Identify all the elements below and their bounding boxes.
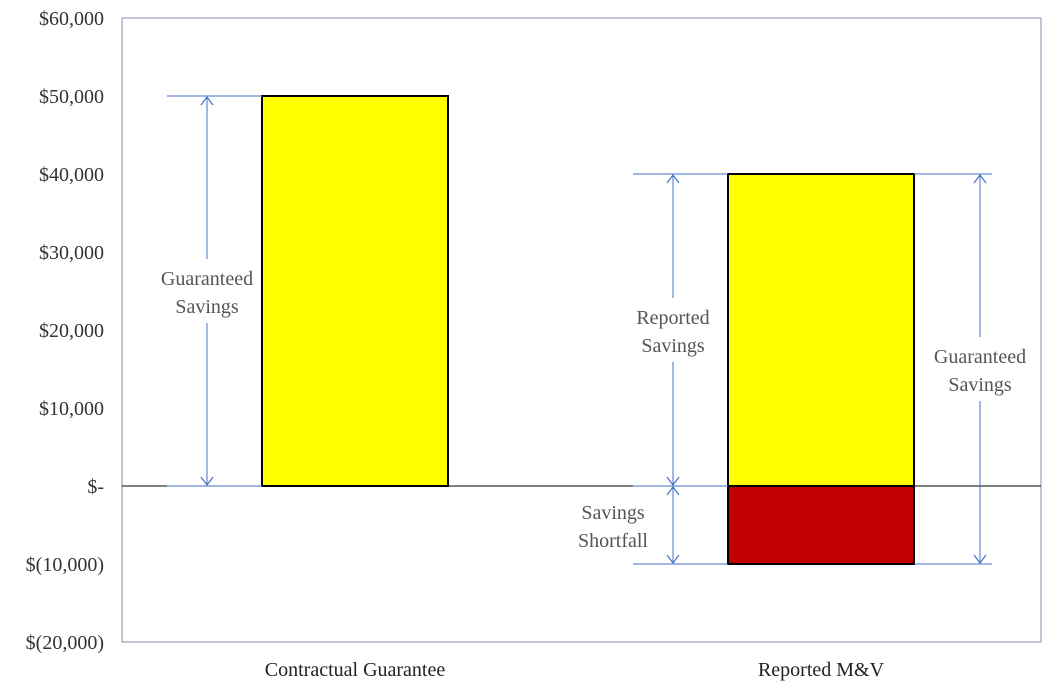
arrow-head [666, 174, 680, 184]
dimension-annotation: Savings Shortfall [578, 485, 728, 565]
y-tick-label: $(20,000) [26, 632, 104, 654]
arrow-head [200, 96, 214, 106]
arrow-head [200, 476, 214, 486]
bar [727, 173, 915, 487]
arrow-head [973, 174, 987, 184]
arrow-head [666, 486, 680, 496]
y-tick-label: $10,000 [39, 398, 104, 420]
bar [261, 95, 449, 487]
annotation-label: Guaranteed Savings [161, 268, 253, 318]
y-tick-label: $20,000 [39, 320, 104, 342]
arrow-head [666, 554, 680, 564]
y-tick-label: $30,000 [39, 242, 104, 264]
y-tick-label: $- [87, 476, 104, 498]
annotation-label-line: Reported [636, 307, 709, 329]
annotation-label-line: Savings [641, 335, 705, 357]
dimension-annotation: Reported Savings [633, 173, 728, 487]
annotation-label-line: Guaranteed [161, 268, 253, 290]
annotation-label: Guaranteed Savings [934, 346, 1026, 396]
dimension-annotation: Guaranteed Savings [914, 173, 1026, 565]
y-axis-ticks: $60,000 $50,000 $40,000 $30,000 $20,000 $10,0… [26, 8, 104, 654]
y-tick-label: $40,000 [39, 164, 104, 186]
y-tick-label: $(10,000) [26, 554, 104, 576]
dimension-annotation: Guaranteed Savings [161, 95, 262, 487]
annotation-label-line: Shortfall [578, 530, 648, 552]
y-tick-label: $60,000 [39, 8, 104, 30]
annotation-label-line: Savings [948, 374, 1012, 396]
bar [727, 485, 915, 565]
bars [261, 95, 915, 565]
arrow-head [973, 554, 987, 564]
y-tick-label: $50,000 [39, 86, 104, 108]
annotation-label: Reported Savings [636, 307, 709, 357]
x-category-label: Reported M&V [758, 659, 885, 681]
annotation-label-line: Savings [581, 502, 645, 524]
annotation-label-line: Savings [175, 296, 239, 318]
x-axis-categories: Contractual Guarantee Reported M&V [265, 659, 885, 681]
annotation-label-line: Guaranteed [934, 346, 1026, 368]
x-category-label: Contractual Guarantee [265, 659, 446, 681]
arrow-head [666, 476, 680, 486]
annotation-label: Savings Shortfall [578, 502, 648, 552]
